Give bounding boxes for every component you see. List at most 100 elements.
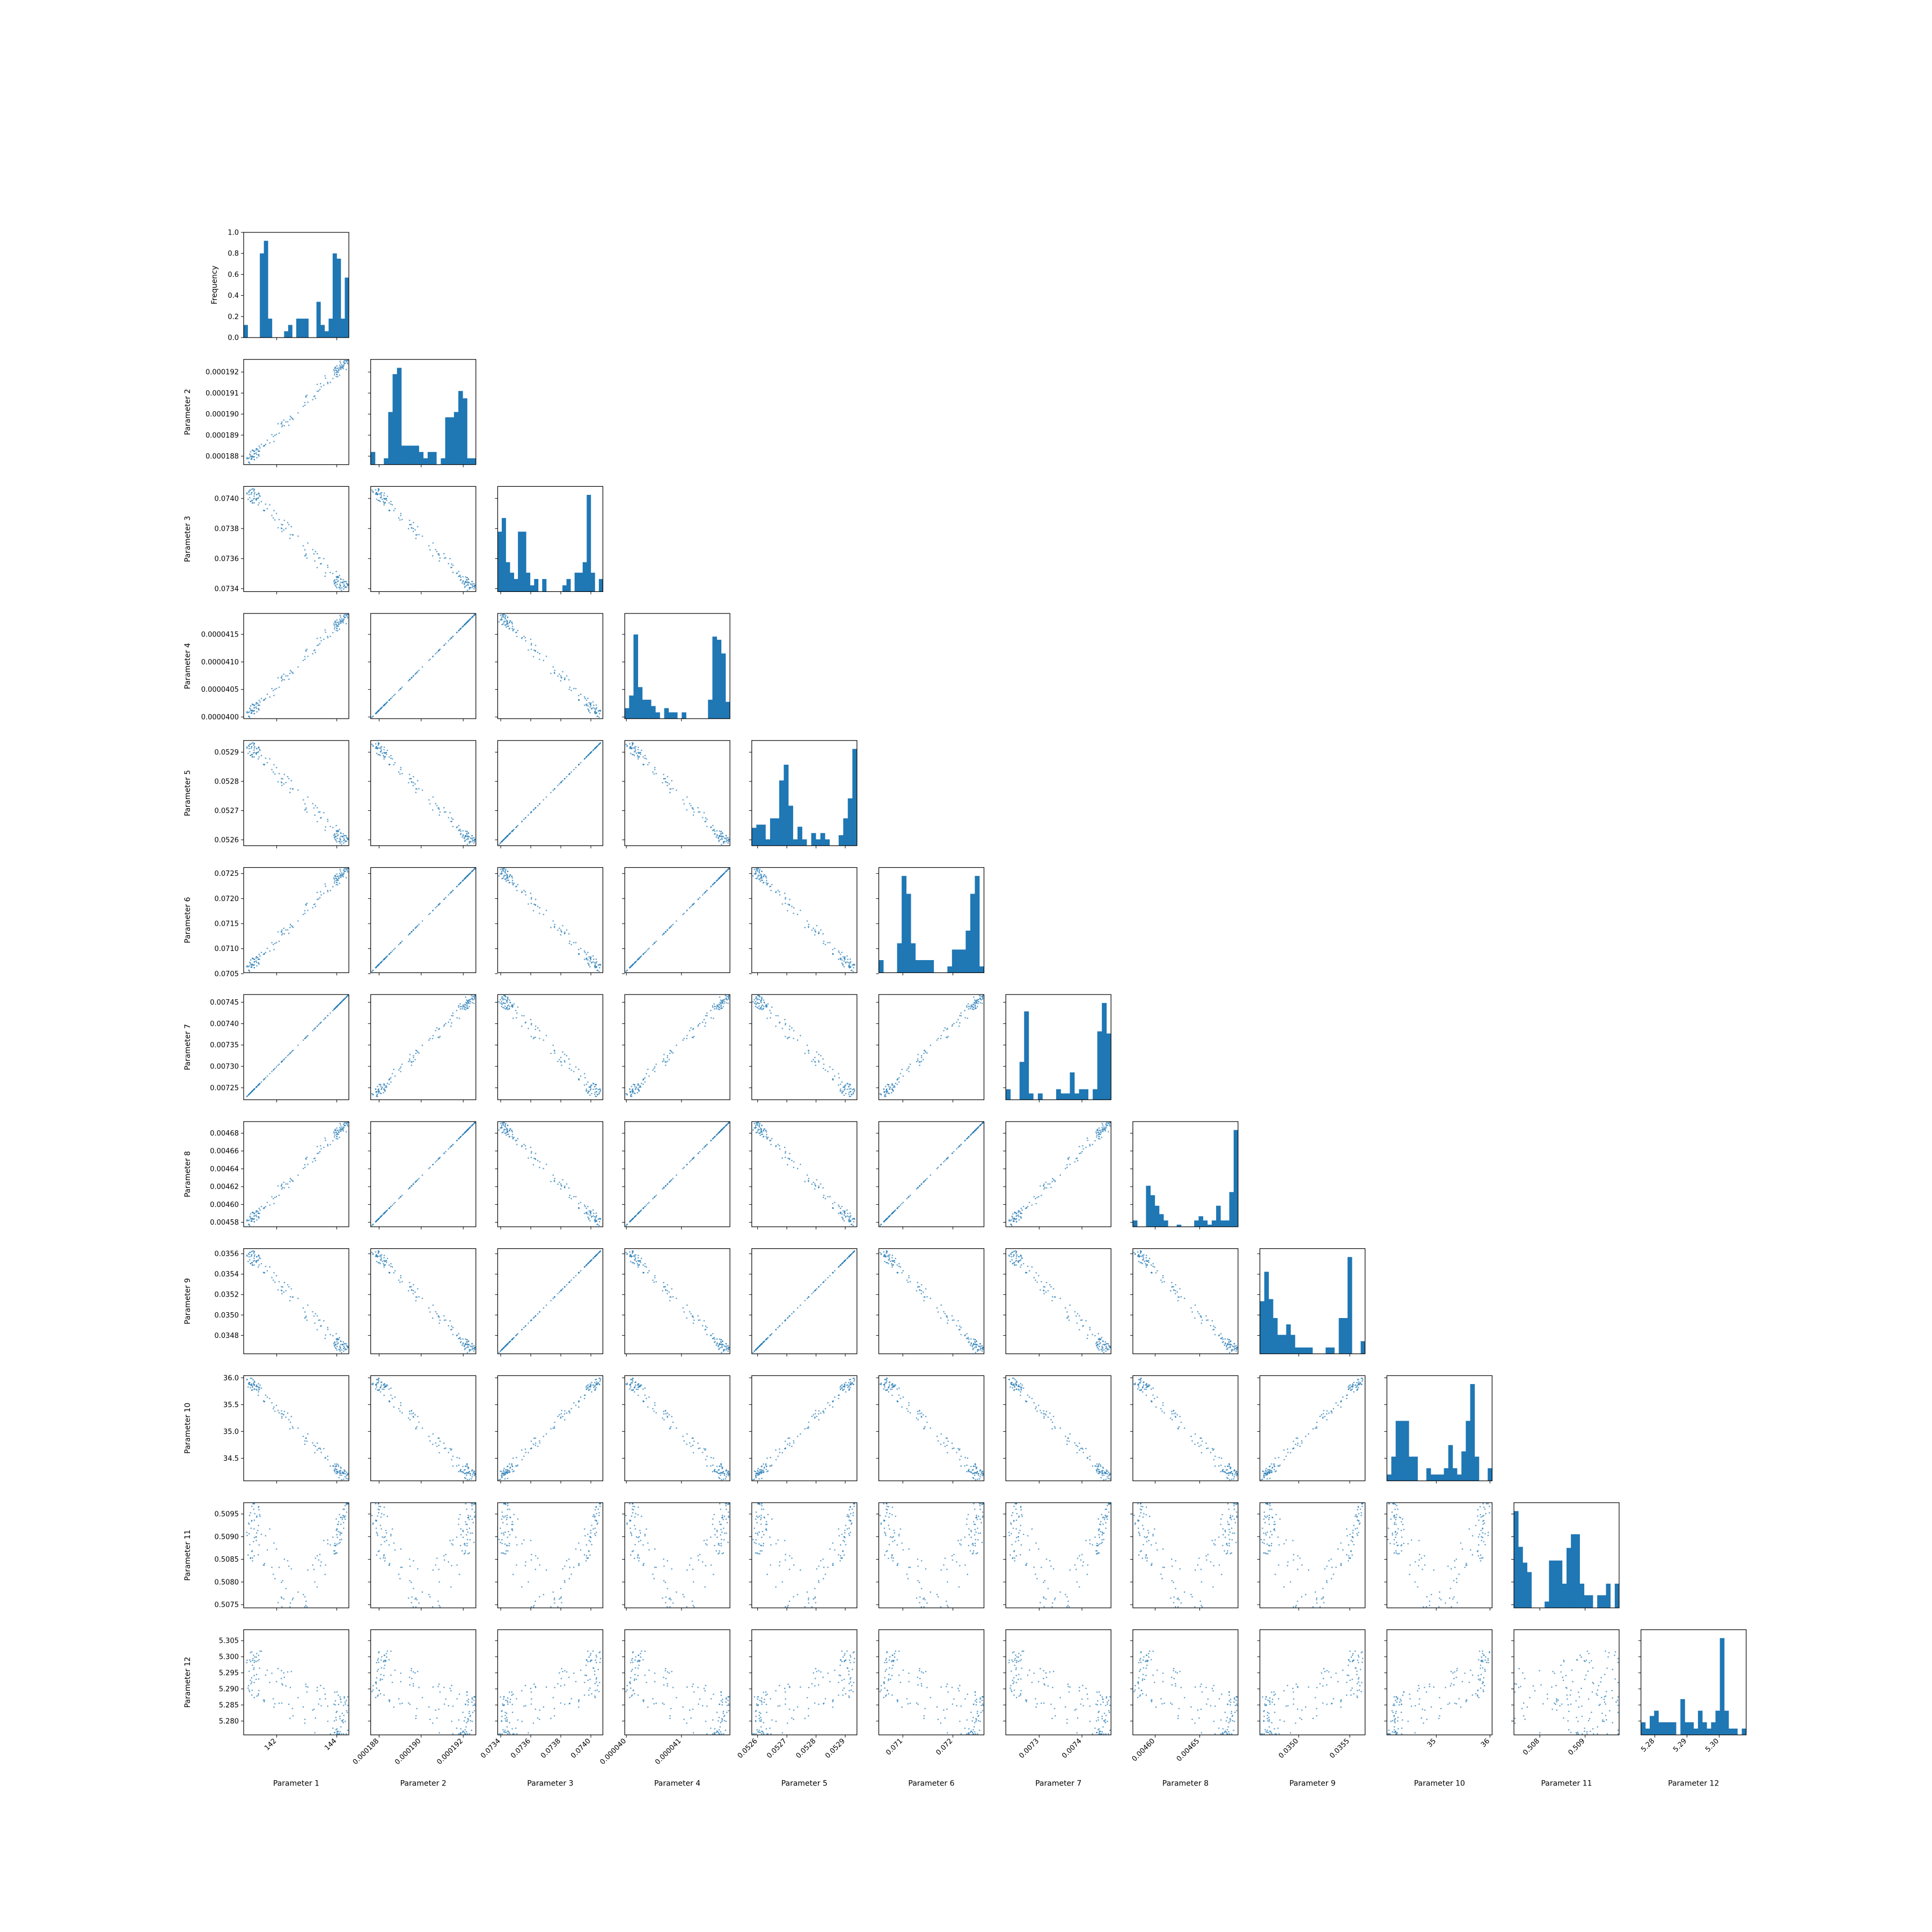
data-point [250, 712, 252, 714]
data-point [340, 362, 342, 364]
histogram-panel-1: 0.00.20.40.60.81.0 [228, 229, 349, 342]
data-point [372, 1382, 374, 1384]
data-point [336, 576, 338, 579]
data-point [586, 1084, 588, 1085]
data-point [506, 1731, 507, 1733]
data-point [339, 622, 341, 624]
data-point [336, 1339, 338, 1341]
data-point [304, 1443, 306, 1445]
data-point [466, 844, 469, 845]
data-point [339, 1541, 341, 1543]
data-point [507, 1008, 509, 1011]
data-point [450, 638, 452, 639]
data-point [394, 1396, 396, 1398]
data-point [537, 1717, 539, 1719]
data-point [524, 1145, 526, 1147]
data-point [589, 752, 591, 754]
data-point [302, 405, 304, 407]
data-point [452, 1012, 454, 1014]
data-point [336, 1534, 338, 1536]
data-point [379, 1387, 381, 1389]
data-point [297, 1427, 299, 1429]
data-point [253, 1088, 255, 1090]
data-point [506, 1514, 508, 1516]
data-point [460, 830, 462, 832]
data-point [343, 1697, 345, 1699]
data-point [338, 1004, 339, 1006]
data-point [274, 689, 276, 690]
data-point [383, 1554, 385, 1556]
data-point [501, 1710, 503, 1711]
scatter-panel-7-2 [368, 994, 477, 1103]
data-point [554, 788, 555, 789]
data-point [564, 1413, 566, 1415]
data-point [251, 709, 253, 711]
data-point [285, 1183, 287, 1185]
data-point [258, 708, 260, 710]
data-point [467, 1343, 469, 1345]
data-point [530, 903, 532, 904]
data-point [502, 1703, 503, 1705]
data-point [596, 961, 598, 963]
y-tick-label: 5.305 [219, 1637, 239, 1645]
data-point [346, 1503, 348, 1505]
data-point [314, 804, 317, 807]
data-point [343, 1517, 346, 1518]
y-tick-label: 0.000192 [206, 369, 239, 377]
data-point [532, 910, 535, 912]
data-point [535, 1158, 536, 1160]
data-point [262, 445, 265, 447]
data-point [335, 880, 338, 881]
data-point [513, 1003, 515, 1005]
data-point [564, 678, 566, 680]
data-point [596, 1656, 598, 1658]
data-point [336, 619, 338, 621]
data-point [376, 1662, 378, 1664]
data-point [448, 562, 450, 565]
data-point [257, 758, 259, 760]
data-point [466, 1479, 469, 1481]
data-point [253, 1503, 255, 1505]
hist-bar [542, 579, 547, 592]
data-point [247, 712, 249, 714]
data-point [503, 1346, 505, 1349]
data-point [384, 957, 386, 959]
data-point [377, 1250, 379, 1252]
data-point [253, 742, 255, 744]
data-point [259, 1257, 260, 1258]
data-point [371, 743, 373, 745]
data-point [383, 756, 385, 758]
data-point [302, 1593, 304, 1596]
data-point [413, 1290, 414, 1292]
data-point [336, 1463, 338, 1465]
data-point [275, 1066, 277, 1068]
data-point [338, 369, 340, 371]
data-point [428, 660, 430, 661]
data-point [528, 1452, 529, 1454]
y-tick-label: 0.0738 [215, 525, 239, 533]
data-point [320, 1325, 322, 1327]
data-point [509, 620, 511, 622]
data-point [383, 755, 384, 756]
data-point [339, 1130, 341, 1132]
data-point [376, 1386, 378, 1388]
data-point [564, 1061, 566, 1063]
data-point [342, 586, 345, 587]
data-point [339, 842, 341, 844]
data-point [539, 1596, 540, 1598]
data-point [466, 1545, 468, 1547]
data-point [594, 711, 596, 713]
data-point [437, 1686, 439, 1687]
data-point [462, 880, 463, 882]
data-point [435, 1030, 437, 1031]
data-point [599, 1505, 601, 1507]
data-point [508, 1133, 509, 1135]
data-point [472, 1711, 474, 1714]
data-point [583, 1681, 586, 1684]
x-tick-label: 142 [263, 1737, 278, 1752]
scatter-panel-10-3 [495, 1375, 604, 1484]
hist-bar [340, 318, 345, 338]
data-point [528, 1028, 529, 1029]
data-point [463, 1345, 465, 1347]
data-point [503, 1468, 505, 1469]
